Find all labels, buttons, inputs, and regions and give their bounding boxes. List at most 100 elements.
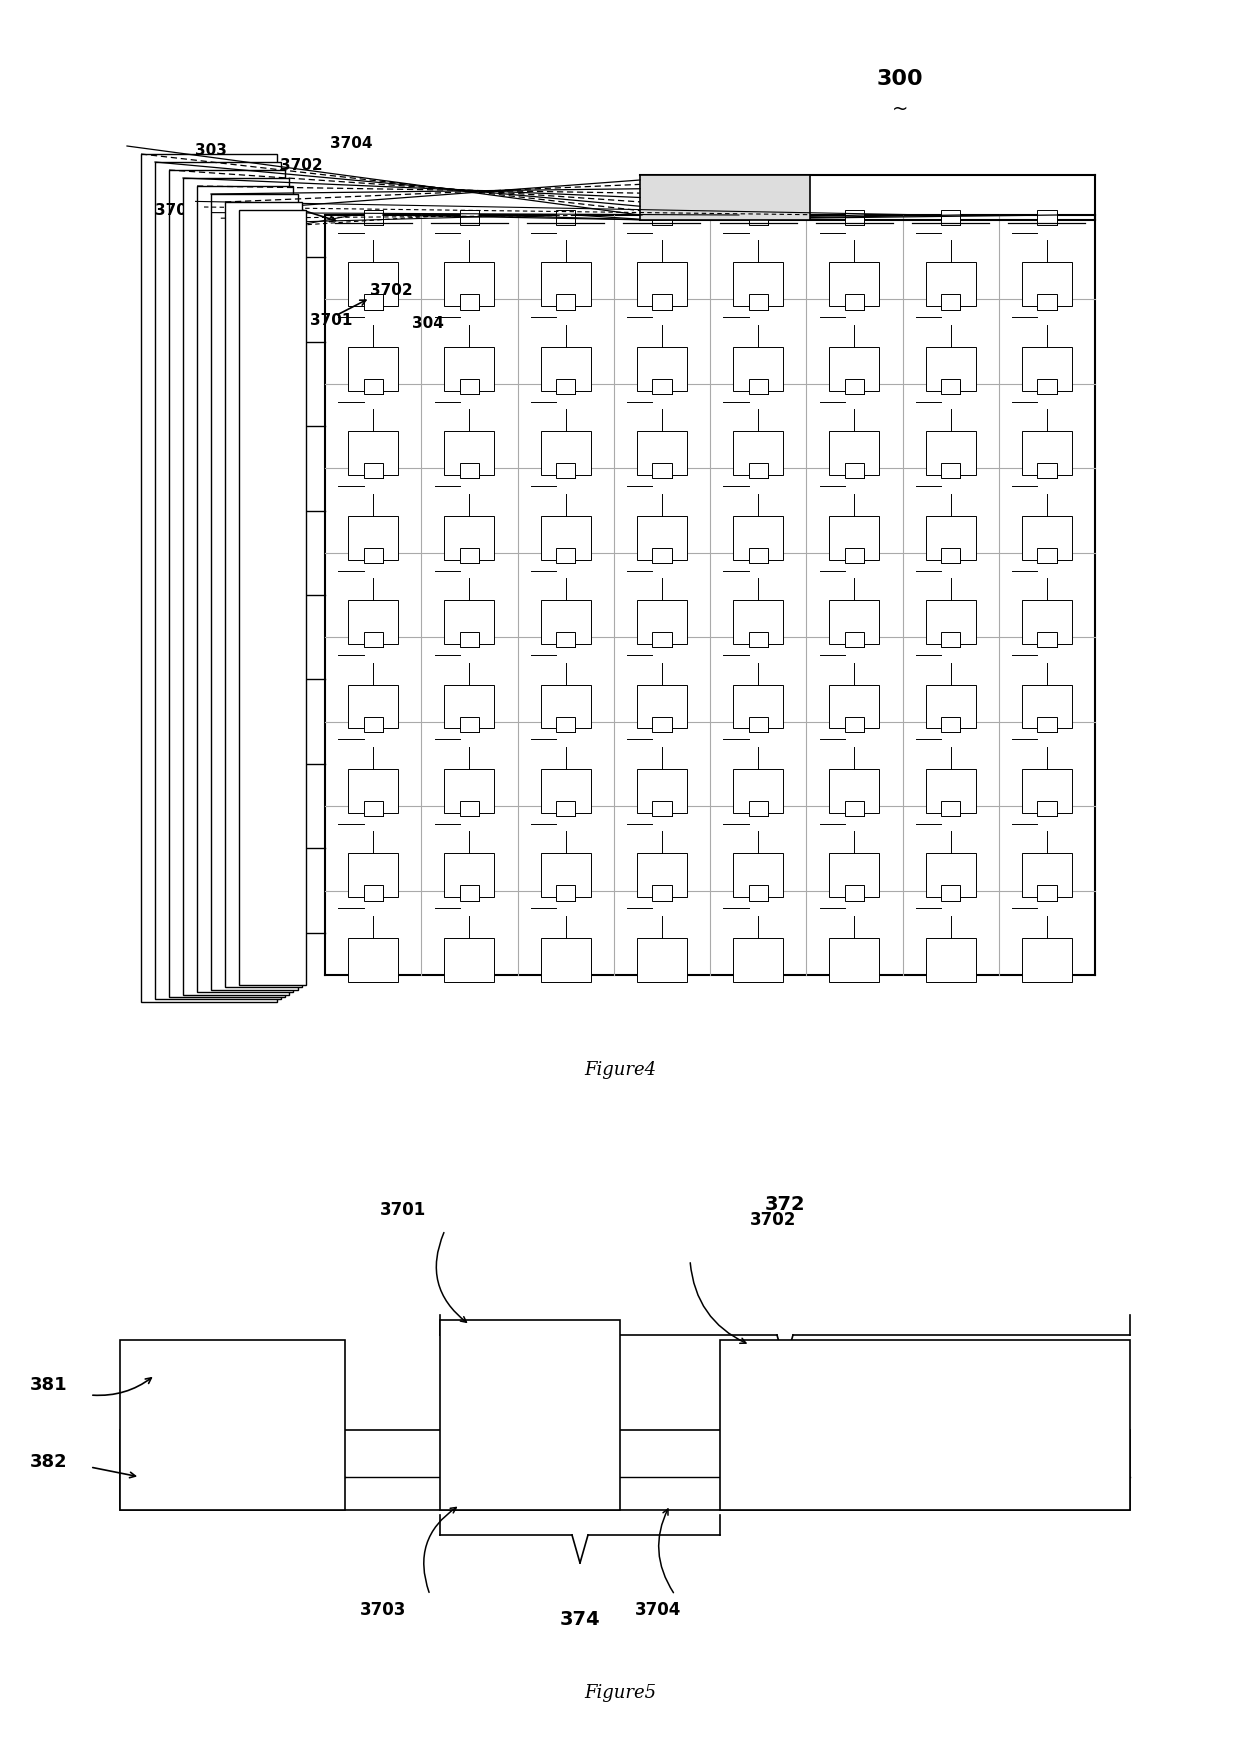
- Bar: [224, 203, 301, 988]
- Bar: [637, 600, 687, 643]
- Bar: [733, 685, 784, 729]
- Bar: [1037, 210, 1056, 225]
- Bar: [363, 463, 383, 479]
- Bar: [733, 769, 784, 813]
- Bar: [749, 717, 768, 732]
- Bar: [637, 769, 687, 813]
- Bar: [363, 801, 383, 816]
- Bar: [541, 262, 590, 306]
- Bar: [348, 516, 398, 559]
- Bar: [830, 853, 879, 897]
- Bar: [830, 516, 879, 559]
- Bar: [541, 432, 590, 475]
- Bar: [348, 432, 398, 475]
- Bar: [941, 717, 960, 732]
- Bar: [460, 379, 479, 393]
- Bar: [941, 801, 960, 816]
- Bar: [652, 294, 672, 309]
- Bar: [239, 210, 306, 986]
- Bar: [941, 210, 960, 225]
- Text: 300: 300: [877, 68, 924, 89]
- Bar: [830, 346, 879, 390]
- Bar: [844, 886, 864, 900]
- Bar: [460, 633, 479, 647]
- Bar: [541, 853, 590, 897]
- Bar: [925, 685, 976, 729]
- Text: 303: 303: [195, 143, 227, 157]
- Bar: [637, 685, 687, 729]
- Bar: [652, 633, 672, 647]
- Bar: [541, 685, 590, 729]
- Bar: [941, 294, 960, 309]
- Bar: [155, 163, 280, 1000]
- Bar: [444, 939, 495, 982]
- Bar: [541, 939, 590, 982]
- Bar: [348, 853, 398, 897]
- Text: 3702: 3702: [280, 157, 322, 173]
- Bar: [941, 633, 960, 647]
- Bar: [211, 194, 298, 989]
- Bar: [348, 346, 398, 390]
- Text: 382: 382: [30, 1453, 68, 1472]
- Bar: [830, 600, 879, 643]
- Bar: [444, 600, 495, 643]
- Bar: [830, 769, 879, 813]
- Bar: [348, 769, 398, 813]
- Bar: [844, 294, 864, 309]
- Bar: [652, 886, 672, 900]
- Bar: [1037, 379, 1056, 393]
- Bar: [444, 346, 495, 390]
- Bar: [733, 853, 784, 897]
- Bar: [363, 379, 383, 393]
- Bar: [844, 547, 864, 563]
- Bar: [844, 801, 864, 816]
- Text: Figure5: Figure5: [584, 1683, 656, 1703]
- Bar: [444, 685, 495, 729]
- Text: 3704: 3704: [635, 1601, 681, 1619]
- Bar: [556, 210, 575, 225]
- Bar: [925, 262, 976, 306]
- Bar: [1022, 853, 1071, 897]
- Bar: [925, 600, 976, 643]
- Bar: [250, 657, 303, 701]
- Bar: [250, 489, 303, 533]
- Bar: [1022, 769, 1071, 813]
- Bar: [1022, 939, 1071, 982]
- Bar: [250, 573, 303, 617]
- Bar: [925, 432, 976, 475]
- Bar: [141, 154, 277, 1002]
- Text: 3703: 3703: [360, 1601, 407, 1619]
- Bar: [733, 600, 784, 643]
- Bar: [556, 633, 575, 647]
- Bar: [844, 717, 864, 732]
- Bar: [749, 886, 768, 900]
- Bar: [733, 432, 784, 475]
- Bar: [348, 685, 398, 729]
- Bar: [541, 346, 590, 390]
- Bar: [556, 801, 575, 816]
- Text: 3704: 3704: [330, 136, 372, 150]
- Bar: [250, 404, 303, 447]
- Bar: [197, 185, 294, 993]
- Bar: [444, 853, 495, 897]
- Bar: [556, 379, 575, 393]
- Bar: [541, 516, 590, 559]
- Bar: [830, 939, 879, 982]
- Bar: [460, 463, 479, 479]
- Bar: [120, 1341, 345, 1510]
- Bar: [363, 294, 383, 309]
- Bar: [640, 175, 810, 220]
- Bar: [348, 939, 398, 982]
- Bar: [556, 886, 575, 900]
- Bar: [541, 600, 590, 643]
- Bar: [637, 262, 687, 306]
- Bar: [749, 210, 768, 225]
- Bar: [250, 236, 303, 280]
- Bar: [460, 886, 479, 900]
- Bar: [733, 939, 784, 982]
- Bar: [1037, 886, 1056, 900]
- Bar: [749, 801, 768, 816]
- Bar: [348, 600, 398, 643]
- Bar: [925, 516, 976, 559]
- Bar: [363, 633, 383, 647]
